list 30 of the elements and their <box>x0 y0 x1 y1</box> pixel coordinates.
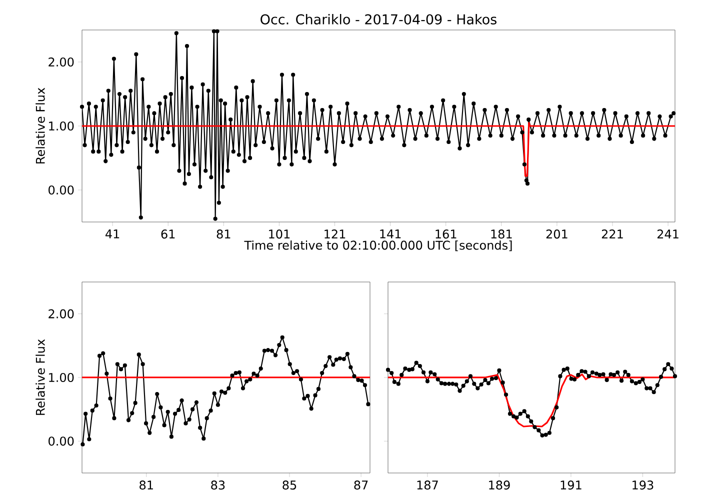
x-tick-label: 85 <box>282 480 296 490</box>
y-axis-title: Relative Flux <box>36 339 45 415</box>
x-tick-label: 201 <box>546 230 568 239</box>
x-tick-label: 241 <box>657 230 678 238</box>
x-tick-label: 83 <box>211 480 225 490</box>
line-series <box>82 122 675 177</box>
x-tick-label: 121 <box>324 230 346 238</box>
x-tick-label: 41 <box>106 230 120 238</box>
y-tick-label: 0.00 <box>48 185 74 195</box>
x-tick-label: 189 <box>489 480 510 490</box>
x-tick-label: 81 <box>140 480 153 490</box>
x-tick-label: 87 <box>354 480 368 490</box>
chart-title: Occ. Chariklo - 2017-04-09 - Hakos <box>260 14 496 24</box>
x-tick-label: 193 <box>632 480 654 490</box>
y-axis-title: Relative Flux <box>36 88 45 164</box>
x-tick-label: 141 <box>380 230 401 238</box>
x-tick-label: 81 <box>216 230 230 239</box>
x-tick-label: 181 <box>491 230 512 239</box>
x-tick-label: 161 <box>436 230 456 239</box>
x-tick-label: 221 <box>602 230 623 238</box>
x-tick-label: 101 <box>269 230 290 239</box>
y-tick-label: 0.00 <box>48 436 74 446</box>
x-tick-label: 187 <box>417 480 438 490</box>
y-tick-label: 2.00 <box>48 309 74 318</box>
y-tick-label: 1.00 <box>49 372 74 382</box>
x-axis-title: Time relative to 02:10:00.000 UTC [seconds] <box>244 240 512 252</box>
y-tick-label: 1.00 <box>49 121 74 131</box>
x-tick-label: 191 <box>560 480 582 490</box>
x-tick-label: 61 <box>161 230 175 239</box>
y-tick-label: 2.00 <box>48 57 74 67</box>
